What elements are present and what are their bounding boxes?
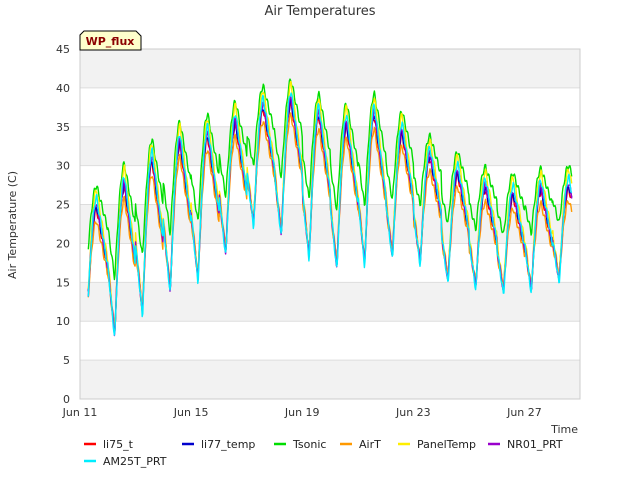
- x-axis-label: Time: [550, 423, 578, 436]
- y-tick-label: 5: [63, 354, 70, 367]
- site-tag: WP_flux: [79, 30, 142, 51]
- y-axis-ticks: 0 5 10 15 20 25 30 35 40 45: [56, 43, 70, 406]
- y-axis-label: Air Temperature (C): [6, 171, 19, 279]
- y-tick-label: 10: [56, 315, 70, 328]
- grid-band: [80, 321, 580, 361]
- y-tick-label: 45: [56, 43, 70, 56]
- legend-label: Tsonic: [292, 438, 326, 451]
- y-tick-label: 0: [63, 393, 70, 406]
- x-tick-label: Jun 23: [395, 406, 431, 419]
- legend-label: PanelTemp: [417, 438, 476, 451]
- plot-area: [87, 78, 573, 337]
- series-line-am25t-prt: [87, 92, 573, 336]
- grid-band: [80, 282, 580, 322]
- y-tick-label: 35: [56, 121, 70, 134]
- y-tick-label: 40: [56, 82, 70, 95]
- y-tick-label: 20: [56, 237, 70, 250]
- site-tag-box: [79, 30, 142, 51]
- plot-frame: [79, 48, 581, 400]
- x-tick-label: Jun 11: [62, 406, 98, 419]
- grid-band: [80, 49, 580, 88]
- x-tick-label: Jun 19: [284, 406, 320, 419]
- x-tick-label: Jun 27: [506, 406, 542, 419]
- legend-label: AM25T_PRT: [103, 455, 167, 468]
- grid-band: [80, 87, 580, 127]
- legend-label: li77_temp: [201, 438, 255, 451]
- y-tick-label: 25: [56, 199, 70, 212]
- site-tag-label: WP_flux: [86, 35, 135, 48]
- x-axis-ticks: Jun 11 Jun 15 Jun 19 Jun 23 Jun 27: [62, 406, 542, 419]
- x-tick-label: Jun 15: [173, 406, 209, 419]
- y-tick-label: 30: [56, 160, 70, 173]
- y-tick-label: 15: [56, 276, 70, 289]
- series-line-tsonic: [87, 78, 573, 281]
- grid-band: [80, 360, 580, 399]
- chart-title: Air Temperatures: [264, 4, 375, 19]
- legend-label: NR01_PRT: [507, 438, 563, 451]
- legend-label: AirT: [359, 438, 381, 451]
- legend-label: li75_t: [103, 438, 134, 451]
- legend: li75_t li77_temp Tsonic AirT PanelTemp NR01_P…: [84, 438, 563, 468]
